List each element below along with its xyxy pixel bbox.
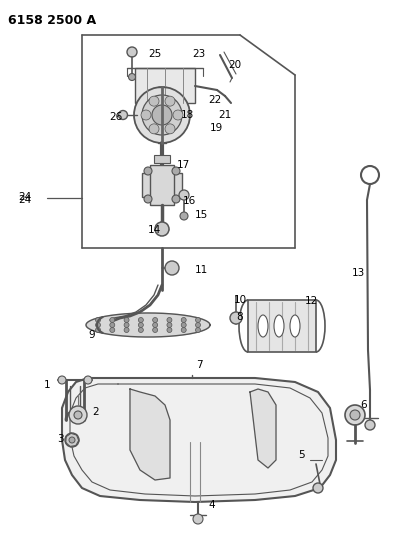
- Circle shape: [164, 261, 179, 275]
- Circle shape: [195, 318, 200, 322]
- Circle shape: [141, 110, 151, 120]
- Bar: [247, 300, 315, 352]
- Circle shape: [173, 110, 182, 120]
- Circle shape: [144, 195, 152, 203]
- Circle shape: [181, 322, 186, 327]
- Text: 13: 13: [351, 268, 364, 278]
- Circle shape: [152, 327, 157, 333]
- Polygon shape: [249, 389, 275, 468]
- Polygon shape: [62, 378, 335, 502]
- Circle shape: [124, 318, 129, 322]
- Text: 18: 18: [180, 110, 194, 120]
- Circle shape: [110, 322, 115, 327]
- Circle shape: [69, 437, 75, 443]
- Circle shape: [166, 322, 171, 327]
- Circle shape: [110, 318, 115, 322]
- Bar: [142, 173, 182, 197]
- Text: 6: 6: [359, 400, 366, 410]
- Ellipse shape: [257, 315, 267, 337]
- Circle shape: [124, 322, 129, 327]
- Circle shape: [312, 483, 322, 493]
- Bar: [150, 165, 173, 205]
- Circle shape: [142, 95, 182, 135]
- Text: 19: 19: [209, 123, 223, 133]
- Text: 25: 25: [148, 49, 161, 59]
- Text: 24: 24: [18, 195, 31, 205]
- Circle shape: [148, 124, 159, 134]
- Text: 21: 21: [218, 110, 231, 120]
- Circle shape: [95, 318, 100, 322]
- Polygon shape: [86, 313, 209, 337]
- Text: 26: 26: [109, 112, 122, 122]
- Circle shape: [152, 105, 172, 125]
- Circle shape: [164, 124, 175, 134]
- Circle shape: [138, 318, 143, 322]
- Text: 24: 24: [18, 192, 31, 202]
- Text: 2: 2: [92, 407, 99, 417]
- Circle shape: [364, 420, 374, 430]
- Text: 14: 14: [148, 225, 161, 235]
- Circle shape: [229, 312, 241, 324]
- Circle shape: [166, 318, 171, 322]
- Circle shape: [148, 96, 159, 106]
- Circle shape: [179, 190, 189, 200]
- Circle shape: [118, 110, 127, 119]
- Text: 11: 11: [195, 265, 208, 275]
- Text: 8: 8: [236, 312, 242, 322]
- Circle shape: [134, 87, 189, 143]
- Text: 15: 15: [195, 210, 208, 220]
- Circle shape: [138, 322, 143, 327]
- Polygon shape: [82, 35, 294, 248]
- Circle shape: [95, 327, 100, 333]
- Text: 6158 2500 A: 6158 2500 A: [8, 14, 96, 27]
- Text: 4: 4: [207, 500, 214, 510]
- Bar: [135, 68, 195, 103]
- Circle shape: [110, 327, 115, 333]
- Text: 10: 10: [234, 295, 247, 305]
- Text: 7: 7: [196, 360, 202, 370]
- Circle shape: [144, 167, 152, 175]
- Circle shape: [124, 327, 129, 333]
- Circle shape: [84, 376, 92, 384]
- Circle shape: [152, 322, 157, 327]
- Circle shape: [172, 167, 180, 175]
- Text: 20: 20: [227, 60, 240, 70]
- Circle shape: [152, 318, 157, 322]
- Circle shape: [69, 406, 87, 424]
- Circle shape: [195, 322, 200, 327]
- Circle shape: [195, 327, 200, 333]
- Text: 23: 23: [191, 49, 205, 59]
- Text: 1: 1: [44, 380, 50, 390]
- Circle shape: [166, 327, 171, 333]
- Circle shape: [138, 327, 143, 333]
- Ellipse shape: [289, 315, 299, 337]
- Circle shape: [349, 410, 359, 420]
- Circle shape: [155, 222, 169, 236]
- Circle shape: [95, 322, 100, 327]
- Bar: [154, 155, 170, 163]
- Polygon shape: [130, 389, 170, 480]
- Circle shape: [74, 411, 82, 419]
- Circle shape: [58, 376, 66, 384]
- Text: 5: 5: [297, 450, 304, 460]
- Circle shape: [128, 74, 135, 80]
- Text: 16: 16: [182, 196, 196, 206]
- Circle shape: [181, 318, 186, 322]
- Text: 3: 3: [57, 434, 63, 444]
- Circle shape: [193, 514, 202, 524]
- Text: 12: 12: [304, 296, 317, 306]
- Circle shape: [180, 212, 188, 220]
- Ellipse shape: [273, 315, 283, 337]
- Circle shape: [344, 405, 364, 425]
- Circle shape: [172, 195, 180, 203]
- Text: 17: 17: [177, 160, 190, 170]
- Circle shape: [181, 327, 186, 333]
- Circle shape: [164, 96, 175, 106]
- Text: 9: 9: [88, 330, 94, 340]
- Circle shape: [127, 47, 137, 57]
- Text: 22: 22: [207, 95, 221, 105]
- Circle shape: [65, 433, 79, 447]
